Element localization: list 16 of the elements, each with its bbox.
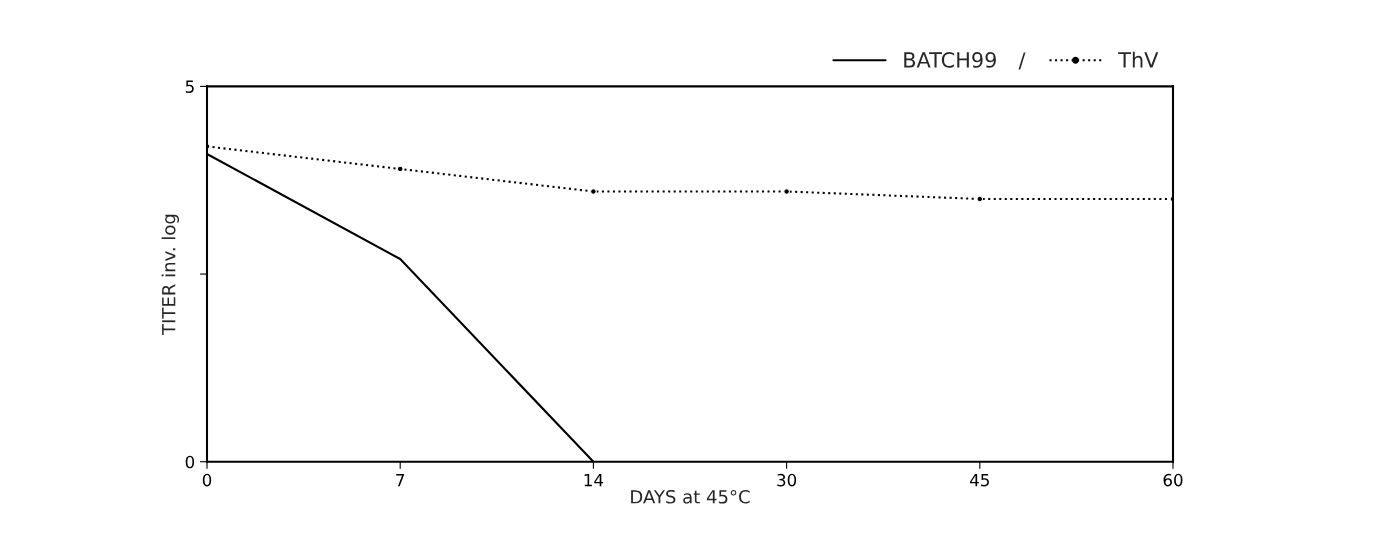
legend-label: BATCH99 xyxy=(904,52,996,68)
x-tick-label: 14 xyxy=(584,474,604,487)
x-tick-label: 60 xyxy=(1163,473,1183,487)
x-tick-label: 30 xyxy=(777,473,797,487)
text: / xyxy=(1018,52,1026,70)
x-tick-label: 0 xyxy=(202,473,212,487)
point xyxy=(396,165,404,173)
y-axis-title: TITER inv. log xyxy=(161,214,180,336)
legend-label: ThV xyxy=(1118,51,1159,68)
point xyxy=(590,188,597,195)
point xyxy=(783,188,790,195)
x-tick-label: 7 xyxy=(396,474,405,487)
x-tick-label: 45 xyxy=(970,474,989,487)
y-tick-label: 5 xyxy=(185,80,194,93)
point xyxy=(976,195,984,203)
x-axis-title: DAYS at 45°C xyxy=(631,489,750,504)
